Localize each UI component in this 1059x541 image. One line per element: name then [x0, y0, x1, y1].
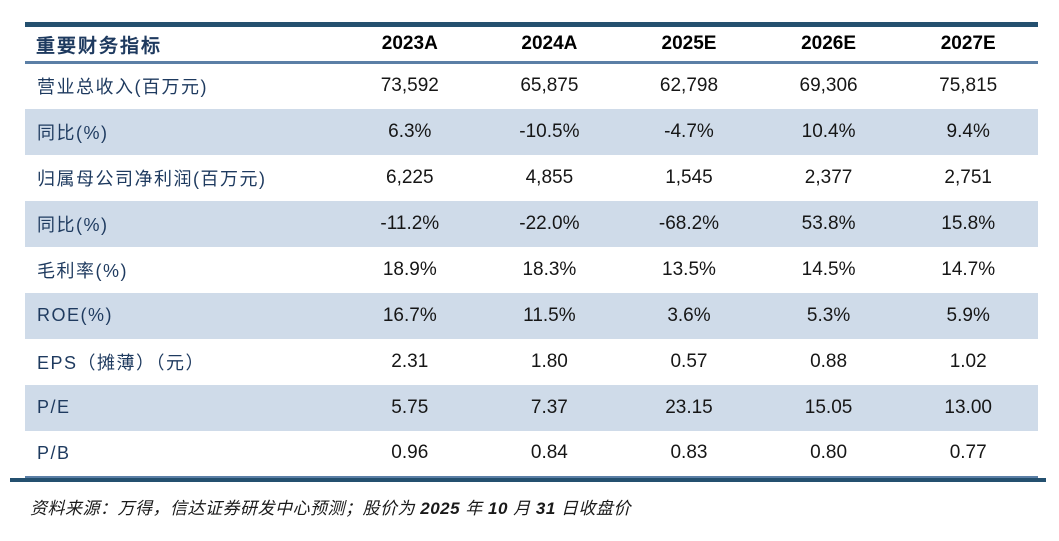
source-note-segment: 2025 — [420, 498, 461, 518]
value-cell: 14.5% — [801, 258, 856, 280]
value-cell: -10.5% — [519, 120, 580, 142]
table-row: 营业总收入(百万元) 73,592 65,875 62,798 69,306 75,815 — [25, 63, 1038, 109]
value-cell: 65,875 — [520, 75, 579, 97]
value-cell: 2.31 — [391, 350, 429, 372]
value-cell: 69,306 — [799, 75, 858, 97]
source-note-segment: 年 — [460, 498, 489, 518]
value-cell: 75,815 — [939, 75, 998, 97]
metric-label-cell: 同比(%) — [37, 214, 109, 235]
table-row: 归属母公司净利润(百万元) 6,225 4,855 1,545 2,377 2,751 — [25, 155, 1038, 201]
value-cell: 6,225 — [386, 166, 434, 188]
table-row: P/E 5.75 7.37 23.15 15.05 13.00 — [25, 384, 1038, 431]
value-cell: 1,545 — [665, 166, 713, 188]
value-cell: 15.05 — [804, 396, 853, 418]
value-cell: 0.77 — [949, 442, 987, 463]
value-cell: -68.2% — [658, 212, 720, 234]
source-note-segment: 31 — [535, 498, 556, 518]
value-cell: 62,798 — [659, 75, 719, 97]
value-cell: 14.7% — [941, 258, 996, 280]
metric-label-cell: 同比(%) — [37, 122, 109, 143]
value-cell: 9.4% — [946, 120, 990, 142]
source-note: 资料来源：万得，信达证券研发中心预测；股价为 2025 年 10 月 31 日收… — [30, 494, 1059, 519]
value-cell: -22.0% — [519, 212, 580, 234]
source-note-segment: 日收盘价 — [555, 498, 632, 518]
metric-label-cell: 归属母公司净利润(百万元) — [37, 168, 267, 189]
metric-label-cell: 毛利率(%) — [37, 260, 128, 281]
financial-metrics-table: 重要财务指标 2023A 2024A 2025E 2026E 2027E 营业总收入(百… — [10, 22, 1046, 482]
value-cell: 23.15 — [665, 396, 713, 418]
year-column-header: 2024A — [521, 33, 578, 54]
table-row: 同比(%) 6.3% -10.5% -4.7% 10.4% 9.4% — [25, 108, 1038, 155]
value-cell: -4.7% — [664, 120, 714, 142]
metric-label-cell: EPS（摊薄）（元） — [37, 352, 206, 373]
table-row: P/B 0.96 0.84 0.83 0.80 0.77 — [25, 431, 1038, 477]
value-cell: 18.9% — [382, 258, 437, 280]
value-cell: 5.3% — [806, 304, 851, 326]
table-row: 同比(%) -11.2% -22.0% -68.2% 53.8% 15.8% — [25, 200, 1038, 247]
value-cell: 16.7% — [382, 304, 437, 326]
value-cell: 0.57 — [670, 350, 708, 372]
value-cell: 73,592 — [380, 75, 439, 97]
value-cell: 13.5% — [662, 258, 716, 280]
metric-label-cell: P/E — [37, 397, 71, 417]
year-column-header: 2027E — [940, 33, 996, 54]
value-cell: 3.6% — [667, 304, 711, 326]
value-cell: 18.3% — [522, 258, 577, 280]
report-page: 重要财务指标 2023A 2024A 2025E 2026E 2027E 营业总收入(百… — [10, 22, 1059, 519]
value-cell: 15.8% — [941, 212, 996, 234]
metrics-header-label: 重要财务指标 — [36, 35, 163, 57]
value-cell: 0.80 — [810, 442, 848, 463]
metric-label-cell: P/B — [37, 442, 71, 463]
value-cell: 0.96 — [391, 442, 429, 463]
metric-label-cell: 营业总收入(百万元) — [37, 77, 208, 98]
source-note-segment: 资料来源：万得，信达证券研发中心预测；股价为 — [30, 498, 421, 518]
value-cell: 2,377 — [804, 166, 853, 188]
value-cell: 7.37 — [530, 396, 568, 418]
value-cell: 5.75 — [391, 396, 429, 418]
year-column-header: 2023A — [381, 33, 438, 54]
value-cell: 10.4% — [801, 120, 856, 142]
value-cell: 0.84 — [530, 442, 568, 463]
source-note-segment: 月 — [507, 498, 536, 518]
metric-label-cell: ROE(%) — [37, 305, 113, 325]
table-header-row: 重要财务指标 2023A 2024A 2025E 2026E 2027E — [25, 25, 1038, 63]
value-cell: -11.2% — [380, 212, 440, 234]
value-cell: 13.00 — [944, 396, 992, 418]
year-column-header: 2026E — [801, 33, 857, 54]
year-column-header: 2025E — [661, 33, 717, 54]
value-cell: 53.8% — [801, 212, 856, 234]
table-row: EPS（摊薄）（元） 2.31 1.80 0.57 0.88 1.02 — [25, 339, 1038, 385]
value-cell: 1.80 — [530, 350, 568, 372]
table-row: ROE(%) 16.7% 11.5% 3.6% 5.3% 5.9% — [25, 292, 1038, 339]
table-row: 毛利率(%) 18.9% 18.3% 13.5% 14.5% 14.7% — [25, 247, 1038, 293]
value-cell: 4,855 — [525, 166, 574, 188]
value-cell: 0.88 — [810, 350, 848, 372]
value-cell: 11.5% — [523, 304, 576, 326]
value-cell: 2,751 — [944, 166, 992, 188]
value-cell: 5.9% — [946, 304, 990, 326]
value-cell: 0.83 — [670, 442, 708, 463]
value-cell: 6.3% — [388, 120, 432, 142]
value-cell: 1.02 — [949, 350, 987, 372]
financial-table: 重要财务指标 2023A 2024A 2025E 2026E 2027E 营业总收入(百… — [25, 22, 1038, 478]
source-note-segment: 10 — [488, 498, 508, 518]
